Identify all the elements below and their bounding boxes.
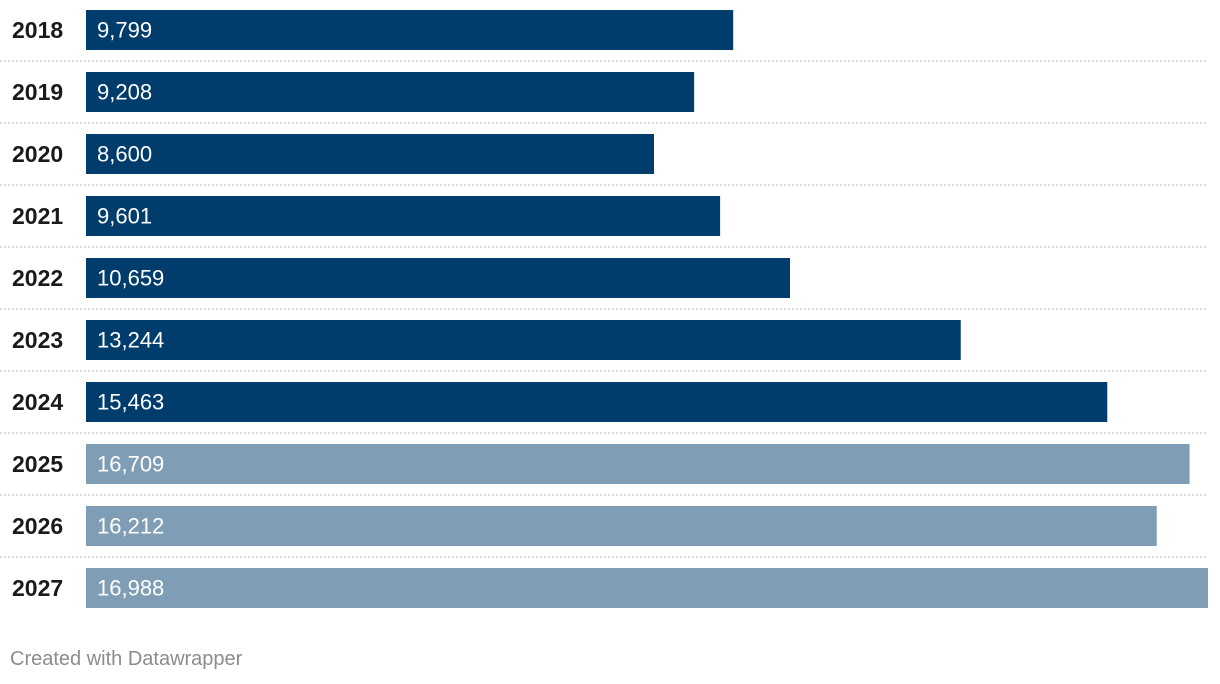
bar-2024 — [86, 382, 1108, 422]
bar-2022 — [86, 258, 790, 298]
value-label-2021: 9,601 — [97, 204, 152, 229]
year-label-2020: 2020 — [12, 141, 63, 167]
value-label-2026: 16,212 — [97, 514, 164, 539]
bar-2020 — [86, 134, 655, 174]
value-label-2018: 9,799 — [97, 18, 152, 43]
bar-2019 — [86, 72, 695, 112]
credit-text: Created with Datawrapper — [10, 648, 243, 670]
year-label-2024: 2024 — [12, 389, 63, 415]
value-label-2020: 8,600 — [97, 142, 152, 167]
year-label-2019: 2019 — [12, 79, 63, 105]
bar-2023 — [86, 320, 961, 360]
value-label-2027: 16,988 — [97, 576, 164, 601]
year-label-2027: 2027 — [12, 575, 63, 601]
value-label-2025: 16,709 — [97, 452, 164, 477]
year-label-2025: 2025 — [12, 451, 63, 477]
value-label-2024: 15,463 — [97, 390, 164, 415]
bar-chart: 2018 9,799 2019 9,208 2020 8,600 2021 9,601 2022… — [0, 10, 1208, 608]
year-label-2026: 2026 — [12, 513, 63, 539]
value-label-2023: 13,244 — [97, 328, 164, 353]
bar-2027 — [86, 568, 1208, 608]
bar-2018 — [86, 10, 734, 50]
year-label-2021: 2021 — [12, 203, 63, 229]
year-label-2022: 2022 — [12, 265, 63, 291]
year-label-2018: 2018 — [12, 17, 63, 43]
value-label-2019: 9,208 — [97, 80, 152, 105]
bar-2026 — [86, 506, 1157, 546]
year-label-2023: 2023 — [12, 327, 63, 353]
bar-2025 — [86, 444, 1190, 484]
bar-2021 — [86, 196, 721, 236]
value-label-2022: 10,659 — [97, 266, 164, 291]
